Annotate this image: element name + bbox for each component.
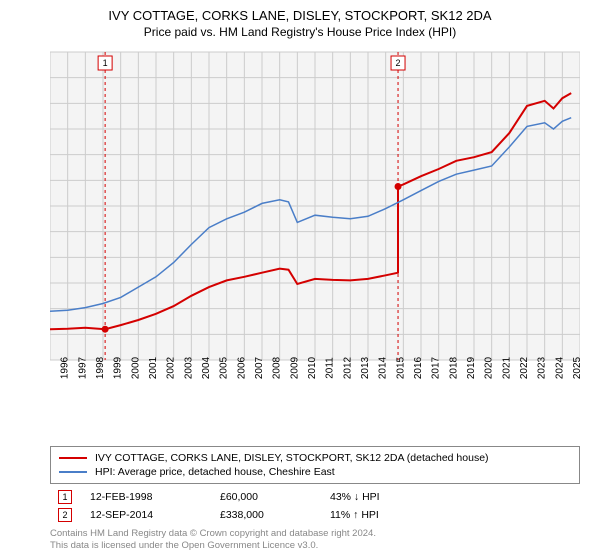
chart-svg: £0£50K£100K£150K£200K£250K£300K£350K£400… bbox=[50, 50, 580, 410]
marker-date: 12-FEB-1998 bbox=[90, 491, 220, 503]
x-tick-label: 1995 bbox=[50, 356, 53, 379]
x-tick-label: 2025 bbox=[572, 356, 580, 379]
x-tick-label: 1998 bbox=[95, 356, 106, 379]
x-tick-label: 2008 bbox=[272, 356, 283, 379]
marker-table: 1 12-FEB-1998£60,00043% ↓ HPI 2 12-SEP-2014… bbox=[50, 484, 580, 528]
figure-container: IVY COTTAGE, CORKS LANE, DISLEY, STOCKPO… bbox=[0, 0, 600, 560]
legend-swatch bbox=[59, 471, 87, 473]
x-tick-label: 2015 bbox=[395, 356, 406, 379]
x-tick-label: 2007 bbox=[254, 356, 265, 379]
x-tick-label: 2018 bbox=[448, 356, 459, 379]
x-tick-label: 2024 bbox=[554, 356, 565, 379]
x-tick-label: 2001 bbox=[148, 356, 159, 379]
chart-subtitle: Price paid vs. HM Land Registry's House … bbox=[0, 23, 600, 39]
x-tick-label: 2021 bbox=[501, 356, 512, 379]
x-tick-label: 1997 bbox=[77, 356, 88, 379]
marker-badge-number: 2 bbox=[396, 58, 401, 68]
x-tick-label: 2017 bbox=[431, 356, 442, 379]
marker-row: 2 12-SEP-2014£338,00011% ↑ HPI bbox=[58, 508, 572, 522]
x-tick-label: 2010 bbox=[307, 356, 318, 379]
x-tick-label: 2014 bbox=[378, 356, 389, 379]
x-tick-label: 2020 bbox=[484, 356, 495, 379]
footer-line: Contains HM Land Registry data © Crown c… bbox=[50, 528, 580, 540]
footer-attribution: Contains HM Land Registry data © Crown c… bbox=[50, 528, 580, 552]
x-tick-label: 2022 bbox=[519, 356, 530, 379]
x-tick-label: 2012 bbox=[342, 356, 353, 379]
x-tick-label: 2000 bbox=[130, 356, 141, 379]
legend-row: HPI: Average price, detached house, Ches… bbox=[59, 465, 571, 479]
x-tick-label: 1999 bbox=[113, 356, 124, 379]
x-tick-label: 1996 bbox=[60, 356, 71, 379]
x-tick-label: 2023 bbox=[537, 356, 548, 379]
x-tick-label: 2006 bbox=[236, 356, 247, 379]
x-tick-label: 2005 bbox=[219, 356, 230, 379]
legend-swatch bbox=[59, 457, 87, 459]
chart-title: IVY COTTAGE, CORKS LANE, DISLEY, STOCKPO… bbox=[0, 0, 600, 23]
legend-row: IVY COTTAGE, CORKS LANE, DISLEY, STOCKPO… bbox=[59, 451, 571, 465]
x-tick-label: 2019 bbox=[466, 356, 477, 379]
x-tick-label: 2004 bbox=[201, 356, 212, 379]
marker-price: £338,000 bbox=[220, 509, 330, 521]
x-tick-label: 2013 bbox=[360, 356, 371, 379]
legend-box: IVY COTTAGE, CORKS LANE, DISLEY, STOCKPO… bbox=[50, 446, 580, 484]
x-tick-label: 2011 bbox=[325, 357, 336, 379]
marker-delta: 11% ↑ HPI bbox=[330, 509, 379, 521]
marker-delta: 43% ↓ HPI bbox=[330, 491, 380, 503]
x-tick-label: 2003 bbox=[183, 356, 194, 379]
marker-badge: 2 bbox=[58, 508, 72, 522]
legend-label: IVY COTTAGE, CORKS LANE, DISLEY, STOCKPO… bbox=[95, 452, 489, 464]
x-tick-label: 2002 bbox=[166, 356, 177, 379]
x-tick-label: 2016 bbox=[413, 356, 424, 379]
marker-date: 12-SEP-2014 bbox=[90, 509, 220, 521]
marker-badge-number: 1 bbox=[103, 58, 108, 68]
marker-row: 1 12-FEB-1998£60,00043% ↓ HPI bbox=[58, 490, 572, 504]
x-tick-label: 2009 bbox=[289, 356, 300, 379]
footer-line: This data is licensed under the Open Gov… bbox=[50, 540, 580, 552]
marker-price: £60,000 bbox=[220, 491, 330, 503]
legend-label: HPI: Average price, detached house, Ches… bbox=[95, 466, 335, 478]
marker-badge: 1 bbox=[58, 490, 72, 504]
